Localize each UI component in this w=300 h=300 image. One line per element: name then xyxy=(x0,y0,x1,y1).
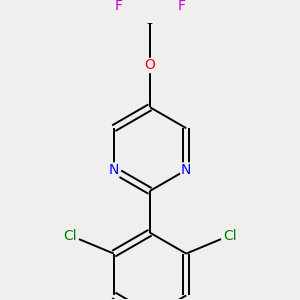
Text: N: N xyxy=(109,163,119,177)
Text: N: N xyxy=(181,163,191,177)
Text: O: O xyxy=(145,58,155,73)
Text: Cl: Cl xyxy=(223,229,236,242)
Text: F: F xyxy=(115,0,123,13)
Text: F: F xyxy=(177,0,185,13)
Text: Cl: Cl xyxy=(64,229,77,242)
